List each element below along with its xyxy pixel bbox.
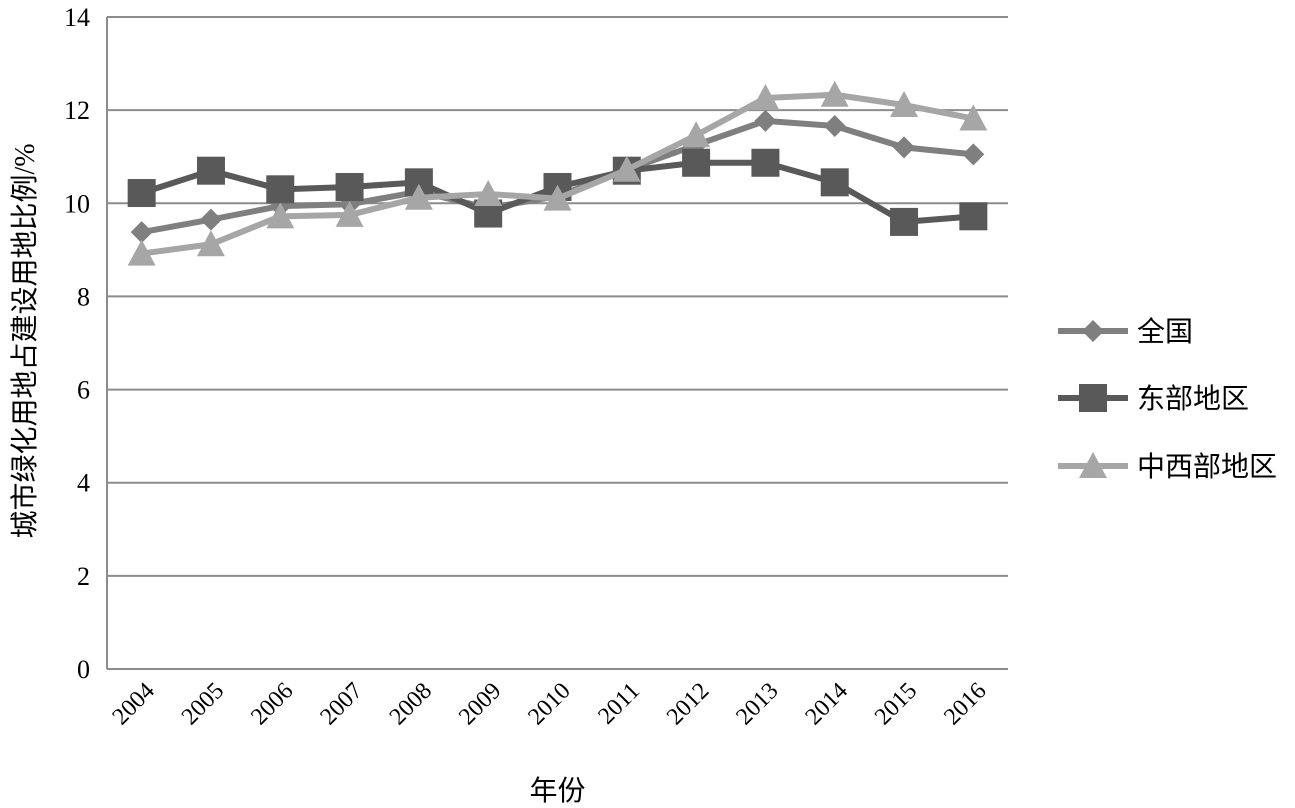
y-tick-label: 2 [77,562,90,591]
x-tick-label: 2006 [246,678,298,730]
data-point [959,104,988,131]
data-point [196,230,225,257]
legend-label: 全国 [1137,316,1193,348]
data-point [820,80,849,107]
y-tick-label: 14 [64,3,90,32]
data-point [127,179,156,208]
data-point [823,114,846,137]
legend-label: 中西部地区 [1137,451,1277,483]
data-point [962,143,985,166]
data-point [335,200,364,227]
data-point [959,202,988,231]
x-tick-label: 2010 [523,678,575,730]
data-point [266,202,295,229]
legend-marker [1079,452,1107,478]
data-point [404,183,433,210]
data-point [474,179,503,206]
data-point [820,168,849,197]
legend-marker [1082,320,1104,342]
y-tick-label: 10 [64,189,90,218]
gridlines [106,16,1008,670]
series-3 [127,80,988,266]
x-tick-label: 2016 [939,678,991,730]
legend-label: 东部地区 [1137,383,1249,415]
data-point [754,109,777,132]
x-tick-label: 2004 [108,678,160,730]
series-lines [127,80,988,266]
data-point [543,184,572,211]
x-tick-label: 2015 [870,678,922,730]
legend-item: 中西部地区 [1058,451,1277,483]
data-point [893,136,916,159]
data-point [751,148,780,177]
x-tick-label: 2009 [454,678,506,730]
x-tick-label: 2013 [731,678,783,730]
data-point [199,208,222,231]
x-tick-label: 2012 [662,678,714,730]
data-point [127,239,156,266]
data-point [682,121,711,148]
x-tick-label: 2008 [385,678,437,730]
y-tick-label: 8 [77,282,90,311]
data-point [196,156,225,185]
data-point [130,221,153,244]
y-axis-title: 城市绿化用地占建设用地比例/% [9,143,41,538]
data-point [612,155,641,182]
data-point [890,207,919,236]
legend-marker [1079,384,1107,412]
legend-item: 东部地区 [1058,383,1249,415]
x-axis-title: 年份 [529,775,585,807]
data-point [751,84,780,111]
x-tick-label: 2005 [177,678,229,730]
legend-item: 全国 [1058,316,1193,348]
y-tick-labels: 0 2 4 6 8 10 12 14 [64,3,90,684]
x-tick-label: 2007 [315,678,367,730]
y-tick-label: 12 [64,96,90,125]
data-point [266,175,295,204]
y-tick-label: 4 [77,469,90,498]
y-tick-label: 6 [77,376,90,405]
y-tick-label: 0 [77,655,90,684]
data-point [335,172,364,201]
x-tick-labels: 2004 2005 2006 2007 2008 2009 2010 2011 2012 2013… [108,678,992,730]
data-point [890,91,919,118]
x-tick-label: 2014 [801,678,853,730]
x-tick-label: 2011 [593,678,645,730]
data-point [682,148,711,177]
